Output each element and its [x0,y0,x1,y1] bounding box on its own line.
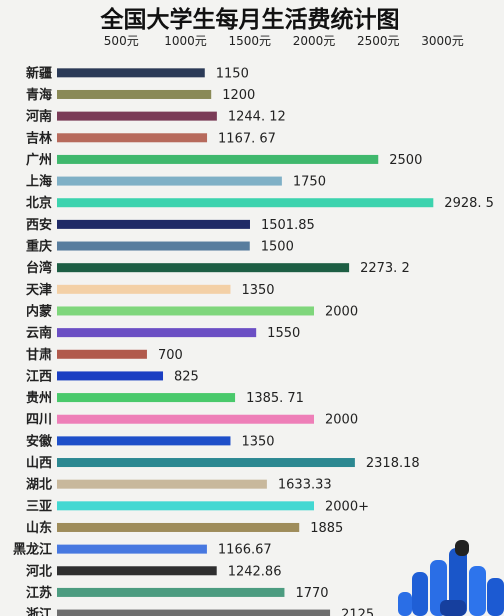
value-label: 1244. 12 [228,110,286,125]
value-label: 2000 [325,413,358,428]
x-tick-label: 2500元 [357,34,400,48]
category-label: 江西 [26,368,52,384]
bar [57,133,208,143]
bar [57,436,231,446]
x-axis-ticks: 500元 1000元 1500元 2000元 2500元 3000元 [104,34,464,48]
category-label: 吉林 [26,130,52,146]
bar [57,566,217,576]
x-tick-label: 3000元 [421,34,464,48]
value-label: 1350 [241,283,274,298]
category-label: 西安 [26,217,52,233]
bar [57,458,355,468]
chart-title: 全国大学生每月生活费统计图 [100,6,400,33]
bar [57,198,434,208]
value-labels: 1150 1200 1244. 12 1167. 67 2500 1750 2928. 5 1… [158,66,494,616]
category-label: 四川 [26,413,52,428]
category-label: 甘肃 [26,347,52,363]
x-tick-label: 1000元 [164,34,207,48]
value-label: 1166.67 [218,543,272,558]
bar [57,587,285,597]
bar [57,306,314,316]
bar [57,414,314,424]
bar [57,176,282,186]
category-label: 湖北 [26,478,52,493]
value-label: 1770 [295,586,328,601]
value-label: 1350 [241,434,274,449]
value-label: 2928. 5 [444,196,494,211]
value-label: 1633.33 [278,478,332,493]
bar [57,501,314,511]
bar [57,89,212,99]
value-label: 1167. 67 [218,131,276,146]
category-label: 内蒙 [26,303,52,319]
category-label: 浙江 [26,607,52,616]
category-label: 山东 [26,520,52,536]
bar [57,284,231,294]
value-label: 1885 [310,521,343,536]
category-label: 北京 [26,195,52,211]
value-label: 2125 [341,608,374,616]
value-label: 1550 [267,326,300,341]
bar [57,328,257,338]
category-label: 青海 [26,87,52,103]
category-label: 黑龙江 [13,542,52,558]
bars [57,68,434,616]
bar [57,393,236,403]
bar [57,219,250,229]
category-label: 贵州 [26,390,52,406]
category-label: 安徽 [26,433,53,449]
bar [57,241,250,251]
category-label: 三亚 [26,499,52,514]
category-label: 河北 [26,563,52,579]
value-label: 2000+ [325,499,369,514]
category-label: 天津 [26,282,52,298]
category-label: 江苏 [26,585,52,601]
value-label: 825 [174,369,199,384]
x-tick-label: 2000元 [293,34,336,48]
value-label: 1385. 71 [246,391,304,406]
value-label: 700 [158,348,183,363]
value-label: 2000 [325,304,358,319]
bar [57,263,350,273]
value-label: 1242.86 [228,564,282,579]
bar [57,371,164,381]
category-label: 广州 [26,152,52,168]
value-label: 2318.18 [366,456,420,471]
value-label: 2273. 2 [360,261,410,276]
category-label: 台湾 [26,260,52,276]
bar [57,349,147,359]
bar [57,479,267,489]
category-label: 重庆 [26,239,52,255]
bar [57,68,205,78]
x-tick-label: 1500元 [228,34,271,48]
bar [57,154,379,164]
value-label: 1750 [293,175,326,190]
category-label: 山西 [26,455,52,471]
value-label: 1150 [216,66,249,81]
value-label: 1500 [261,240,294,255]
bar [57,522,300,532]
category-labels: 新疆青海河南吉林广州上海北京西安重庆台湾天津内蒙云南甘肃江西贵州四川安徽山西湖北… [13,65,53,616]
x-tick-label: 500元 [104,34,139,48]
value-label: 2500 [389,153,422,168]
category-label: 上海 [26,174,52,190]
bar [57,111,217,121]
value-label: 1200 [222,88,255,103]
bar [57,544,207,554]
category-label: 新疆 [26,65,52,81]
category-label: 云南 [26,325,52,341]
coin-stacks-illustration [398,540,504,616]
category-label: 河南 [26,109,52,125]
value-label: 1501.85 [261,218,315,233]
bar [57,609,331,616]
